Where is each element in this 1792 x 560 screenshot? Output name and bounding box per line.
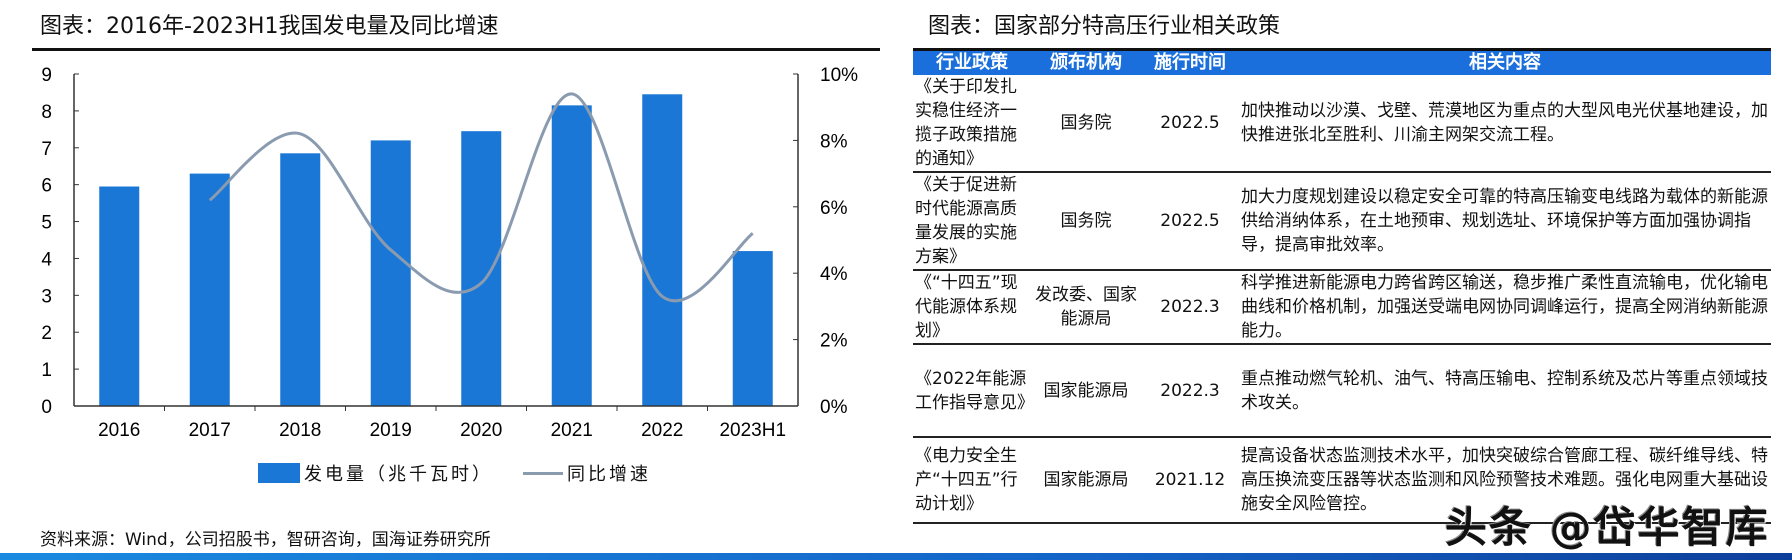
bar-2019: [370, 140, 411, 406]
bar-2021: [551, 105, 592, 406]
left-tick-label: 2: [41, 323, 52, 344]
left-tick-label: 1: [41, 360, 52, 381]
content: 重点推动燃气轮机、油气、特高压输电、控制系统及芯片等重点领域技术攻关。: [1239, 344, 1771, 438]
right-tick-label: 2%: [820, 331, 848, 352]
effective-date: 2021.12: [1141, 437, 1239, 524]
issuer: 国家能源局: [1031, 344, 1141, 438]
table-row: 《关于印发扎实稳住经济一揽子政策措施的通知》 国务院 2022.5 加快推动以沙漠、戈…: [913, 75, 1771, 173]
left-tick-label: 9: [41, 65, 52, 86]
watermark: 头条 @岱华智库: [1445, 503, 1770, 552]
content: 加大力度规划建设以稳定安全可靠的特高压输变电线路为载体的新能源供给消纳体系，在土…: [1239, 172, 1771, 271]
policy-table: 行业政策 颁布机构 施行时间 相关内容 《关于印发扎实稳住经济一揽子政策措施的通知》国…: [913, 48, 1771, 524]
x-tick-label: 2016: [98, 420, 140, 441]
policy-name: 《关于促进新时代能源高质量发展的实施方案》: [913, 172, 1031, 271]
x-tick-label: 2022: [641, 420, 683, 441]
right-tick-label: 8%: [820, 131, 848, 152]
table-row: 《电力安全生产“十四五”行动计划》 国家能源局 2021.12 提高设备状态监测技术水…: [913, 437, 1771, 524]
chart-legend: 发电量（兆千瓦时） 同比增速: [258, 460, 651, 486]
bar-2022: [642, 94, 683, 407]
content: 提高设备状态监测技术水平，加快突破综合管廊工程、碳纤维导线、特高压换流变压器等状…: [1239, 437, 1771, 524]
effective-date: 2022.3: [1141, 270, 1239, 345]
bar-2018: [280, 153, 321, 406]
column-header: 行业政策: [913, 48, 1031, 75]
issuer: 国家能源局: [1031, 437, 1141, 524]
effective-date: 2022.5: [1141, 172, 1239, 271]
legend-line-label: 同比增速: [567, 464, 651, 485]
legend-line-swatch: [523, 471, 563, 475]
chart-title: 图表：2016年-2023H1我国发电量及同比增速: [40, 14, 499, 39]
x-tick-label: 2018: [279, 420, 321, 441]
source-note: 资料来源：Wind，公司招股书，智研咨询，国海证券研究所: [40, 530, 491, 550]
left-tick-label: 0: [41, 397, 52, 418]
column-header: 颁布机构: [1031, 48, 1141, 75]
issuer: 发改委、国家能源局: [1031, 270, 1141, 345]
left-tick-label: 3: [41, 286, 52, 307]
left-tick-label: 8: [41, 102, 52, 123]
column-header: 相关内容: [1239, 48, 1771, 75]
power-generation-chart: 0 1 2 3 4 5 6 7 8 9 0% 2% 4% 6% 8% 10% 2016 2017 2018 2019 2…: [41, 65, 858, 441]
right-tick-label: 4%: [820, 264, 848, 285]
x-tick-label: 2017: [189, 420, 231, 441]
issuer: 国务院: [1031, 172, 1141, 271]
left-tick-label: 7: [41, 139, 52, 160]
x-tick-label: 2023H1: [719, 420, 786, 441]
table-row: 《关于促进新时代能源高质量发展的实施方案》 国务院 2022.5 加大力度规划建设以稳…: [913, 172, 1771, 271]
effective-date: 2022.5: [1141, 75, 1239, 173]
left-tick-label: 4: [41, 249, 52, 270]
content: 加快推动以沙漠、戈壁、荒漠地区为重点的大型风电光伏基地建设，加快推进张北至胜利、…: [1239, 75, 1771, 173]
right-tick-label: 10%: [820, 65, 858, 86]
bar-2016: [99, 186, 140, 406]
table-row: 《“十四五”现代能源体系规划》 发改委、国家能源局 2022.3 科学推进新能源电力跨…: [913, 270, 1771, 345]
bar-2017: [189, 173, 230, 406]
bar-2020: [461, 131, 502, 406]
policy-name: 《电力安全生产“十四五”行动计划》: [913, 437, 1031, 524]
effective-date: 2022.3: [1141, 344, 1239, 438]
right-tick-label: 0%: [820, 397, 848, 418]
legend-bar-label: 发电量（兆千瓦时）: [304, 464, 493, 485]
left-tick-label: 6: [41, 176, 52, 197]
column-header: 施行时间: [1141, 48, 1239, 75]
title-rule: [32, 48, 880, 51]
bar-2023H1: [732, 251, 773, 406]
legend-bar-swatch: [258, 463, 300, 483]
policy-name: 《“十四五”现代能源体系规划》: [913, 270, 1031, 345]
policy-name: 《关于印发扎实稳住经济一揽子政策措施的通知》: [913, 75, 1031, 173]
growth-rate-line: [208, 92, 754, 303]
x-tick-label: 2021: [551, 420, 593, 441]
table-row: 《2022年能源工作指导意见》 国家能源局 2022.3 重点推动燃气轮机、油气、特高…: [913, 344, 1771, 438]
right-tick-label: 6%: [820, 198, 848, 219]
content: 科学推进新能源电力跨省跨区输送，稳步推广柔性直流输电，优化输电曲线和价格机制，加…: [1239, 270, 1771, 345]
bottom-bar: [0, 553, 1792, 560]
x-tick-label: 2019: [370, 420, 412, 441]
left-tick-label: 5: [41, 213, 52, 234]
x-tick-label: 2020: [460, 420, 502, 441]
policy-name: 《2022年能源工作指导意见》: [913, 344, 1034, 438]
table-title: 图表：国家部分特高压行业相关政策: [928, 14, 1281, 39]
issuer: 国务院: [1031, 75, 1141, 173]
